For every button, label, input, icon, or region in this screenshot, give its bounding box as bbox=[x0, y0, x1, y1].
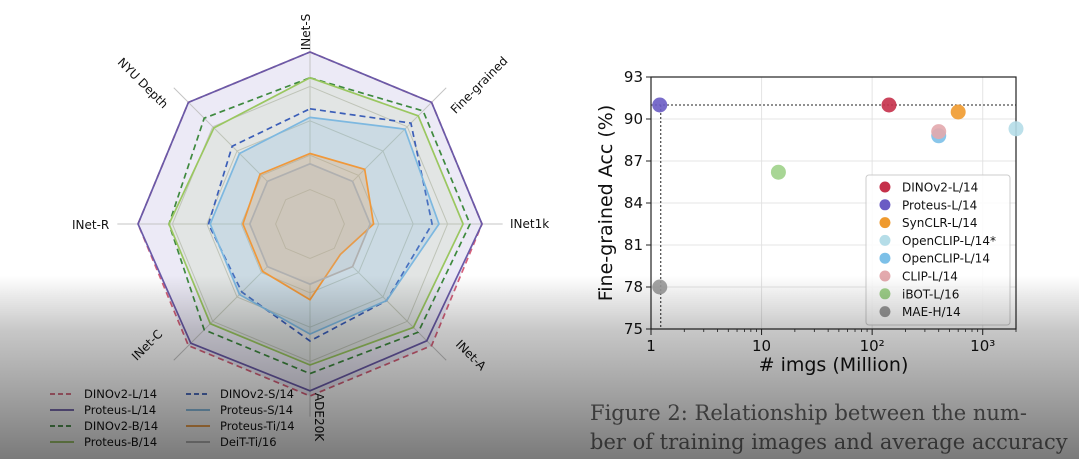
scatter-ytick-label: 81 bbox=[624, 236, 643, 254]
scatter-legend-label: iBOT-L/16 bbox=[902, 287, 959, 301]
radar-legend-label: DeiT-Ti/16 bbox=[220, 435, 277, 449]
scatter-ytick-label: 78 bbox=[624, 278, 643, 296]
scatter-point-ibot-l-16 bbox=[770, 164, 786, 180]
radar-axis-label: INet-A bbox=[453, 337, 490, 374]
scatter-legend-label: SynCLR-L/14 bbox=[902, 216, 978, 230]
scatter-legend-label: DINOv2-L/14 bbox=[902, 181, 978, 195]
radar-axis-label: INet-C bbox=[129, 327, 165, 363]
radar-legend-label: DINOv2-B/14 bbox=[84, 419, 158, 433]
scatter-ytick-label: 93 bbox=[624, 68, 643, 86]
scatter-point-dinov2-l-14 bbox=[881, 97, 897, 113]
scatter-legend-marker bbox=[879, 306, 891, 318]
scatter-point-mae-h-14 bbox=[652, 279, 668, 295]
scatter-legend-label: OpenCLIP-L/14 bbox=[902, 252, 990, 266]
caption-line-1: Figure 2: Relationship between the num- bbox=[590, 401, 1027, 425]
radar-axis-label: INet-S bbox=[299, 14, 313, 51]
scatter-legend-label: OpenCLIP-L/14* bbox=[902, 234, 996, 248]
scatter-legend-label: MAE-H/14 bbox=[902, 305, 961, 319]
scatter-point-clip-l-14 bbox=[931, 124, 947, 140]
radar-axis-label: NYU Depth bbox=[115, 55, 171, 111]
scatter-point-proteus-l-14 bbox=[652, 97, 668, 113]
scatter-point-openclip-l-14- bbox=[1008, 121, 1024, 137]
scatter-ytick-label: 87 bbox=[624, 152, 643, 170]
radar-axis-label: ADE20K bbox=[312, 393, 326, 442]
radar-axis-label: Fine-grained bbox=[448, 54, 511, 117]
scatter-legend-marker bbox=[879, 288, 891, 300]
radar-axis-label: INet-R bbox=[72, 218, 109, 232]
scatter-xtick-label: 10 bbox=[752, 337, 771, 355]
radar-legend-label: Proteus-S/14 bbox=[220, 403, 293, 417]
radar-legend-label: Proteus-B/14 bbox=[84, 435, 157, 449]
radar-axis-label: INet1k bbox=[510, 217, 549, 231]
scatter-legend-label: Proteus-L/14 bbox=[902, 198, 977, 212]
radar-series-deit-ti-16 bbox=[248, 162, 372, 286]
radar-chart: INet-S Fine-grained INet1k INet-A ADE20K INet… bbox=[50, 14, 549, 449]
scatter-legend-marker bbox=[879, 181, 891, 193]
scatter-xtick-label: 10² bbox=[860, 337, 885, 355]
scatter-legend-marker bbox=[879, 252, 891, 264]
scatter-ytick-label: 84 bbox=[624, 194, 643, 212]
scatter-xtick-label: 10³ bbox=[970, 337, 995, 355]
scatter-xtick-label: 1 bbox=[646, 337, 656, 355]
scatter-ytick-label: 90 bbox=[624, 110, 643, 128]
caption-line-2: ber of training images and average accur… bbox=[590, 430, 1068, 454]
scatter-legend-label: CLIP-L/14 bbox=[902, 270, 958, 284]
scatter-legend-marker bbox=[879, 217, 891, 229]
radar-legend-label: DINOv2-L/14 bbox=[84, 387, 157, 401]
scatter-xlabel: # imgs (Million) bbox=[759, 354, 909, 376]
scatter-ylabel: Fine-grained Acc (%) bbox=[595, 105, 617, 302]
scatter-legend-marker bbox=[879, 270, 891, 282]
scatter-legend-marker bbox=[879, 199, 891, 211]
scatter-chart: 75 78 81 84 87 90 93 1 10 10² 10³ # imgs (Million) F… bbox=[595, 68, 1024, 376]
scatter-point-synclr-l-14 bbox=[950, 104, 966, 120]
radar-legend-label: Proteus-Ti/14 bbox=[220, 419, 295, 433]
scatter-ytick-label: 75 bbox=[624, 320, 643, 338]
scatter-legend-marker bbox=[879, 234, 891, 246]
radar-legend-label: DINOv2-S/14 bbox=[220, 387, 294, 401]
radar-legend-label: Proteus-L/14 bbox=[84, 403, 156, 417]
